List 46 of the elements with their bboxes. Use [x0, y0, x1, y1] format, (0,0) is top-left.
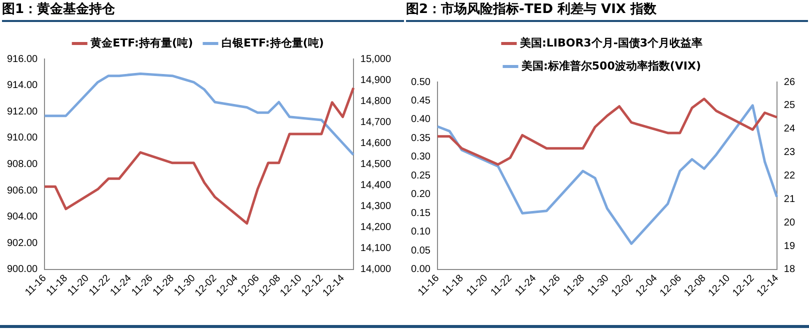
y-tick-label: 0.15 — [410, 208, 431, 219]
y-tick-label: 0.05 — [410, 245, 431, 256]
y2-tick-label: 26 — [784, 76, 796, 88]
y2-tick-label: 14,800 — [360, 96, 392, 107]
y2-tick-label: 19 — [784, 240, 796, 252]
y2-tick-label: 14,600 — [360, 138, 392, 149]
y-tick-label: 0.40 — [410, 114, 431, 126]
y2-tick-label: 25 — [784, 100, 796, 112]
y-tick-label: 906.00 — [6, 185, 38, 196]
chart-title: 图1：黄金基金持仓 — [2, 0, 404, 22]
legend-label: 美国:LIBOR3个月-国债3个月收益率 — [518, 36, 703, 50]
y2-tick-label: 14,900 — [360, 74, 392, 86]
legend-label: 白银ETF:持仓量(吨) — [222, 36, 324, 50]
y-tick-label: 0.35 — [410, 132, 431, 144]
y2-tick-label: 21 — [784, 194, 796, 205]
y-tick-label: 0.20 — [410, 189, 431, 200]
y2-tick-label: 18 — [784, 264, 796, 276]
y2-tick-label: 14,300 — [360, 201, 392, 212]
chart-title: 图2：市场风险指标-TED 利差与 VIX 指数 — [406, 0, 808, 22]
y-tick-label: 912.00 — [6, 106, 38, 118]
y-tick-label: 908.00 — [6, 158, 38, 170]
y-tick-label: 0.10 — [410, 226, 431, 238]
y2-tick-label: 14,400 — [360, 180, 392, 192]
y2-tick-label: 20 — [784, 217, 796, 228]
y2-tick-label: 22 — [784, 170, 796, 182]
y2-tick-label: 14,500 — [360, 158, 392, 170]
y-tick-label: 0.45 — [410, 95, 431, 106]
legend-label: 美国:标准普尔500波动率指数(VIX) — [520, 59, 702, 72]
y-tick-label: 0.50 — [410, 76, 431, 88]
y2-tick-label: 14,700 — [360, 116, 392, 128]
y-tick-label: 900.00 — [6, 264, 38, 276]
y-tick-label: 902.00 — [6, 238, 38, 249]
y-tick-label: 910.00 — [6, 132, 38, 144]
y-tick-label: 0.00 — [410, 264, 431, 276]
y-tick-label: 0.30 — [410, 152, 431, 163]
y-tick-label: 904.00 — [6, 212, 38, 223]
y2-tick-label: 14,100 — [360, 243, 392, 254]
y2-tick-label: 14,000 — [360, 264, 392, 276]
y-tick-label: 0.25 — [410, 170, 431, 182]
y2-tick-label: 14,200 — [360, 222, 392, 234]
legend-label: 黄金ETF:持有量(吨) — [90, 36, 194, 50]
y-tick-label: 916.00 — [6, 54, 38, 65]
y2-tick-label: 24 — [784, 124, 796, 135]
y2-tick-label: 15,000 — [360, 54, 392, 65]
y2-tick-label: 23 — [784, 147, 796, 158]
y-tick-label: 914.00 — [6, 80, 38, 92]
